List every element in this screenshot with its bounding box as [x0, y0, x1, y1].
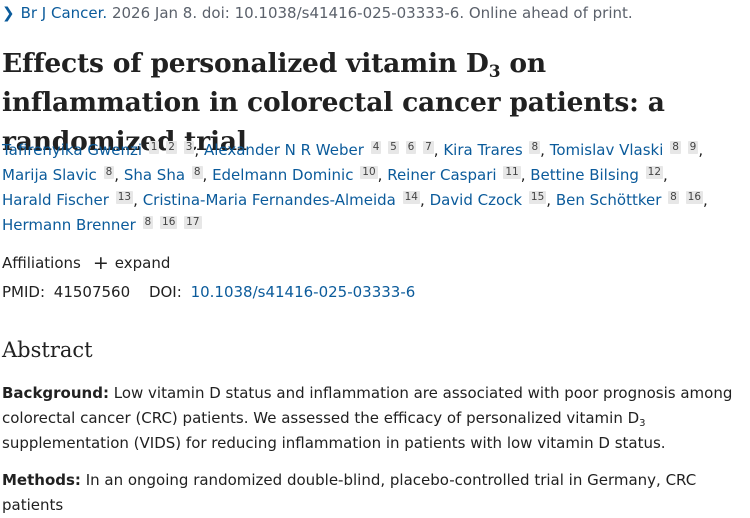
abstract-methods: Methods: In an ongoing randomized double… — [2, 468, 750, 518]
affiliation-ref[interactable]: 14 — [402, 191, 420, 204]
doi-label: DOI: — [148, 283, 182, 301]
author-item: Ben Schöttker 8 16, — [555, 191, 708, 209]
affiliation-ref[interactable]: 3 — [183, 141, 195, 154]
article-title: Effects of personalized vitamin D3 on in… — [2, 44, 742, 161]
author-link[interactable]: Alexander N R Weber — [203, 141, 364, 159]
affiliations-row: Affiliations + expand — [2, 251, 171, 274]
author-link[interactable]: Cristina-Maria Fernandes-Almeida — [142, 191, 396, 209]
title-part-2: on inflammation in colorectal cancer pat… — [2, 48, 665, 157]
author-link[interactable]: Sha Sha — [123, 166, 186, 184]
affiliation-ref[interactable]: 8 — [670, 141, 681, 154]
author-link[interactable]: Kira Trares — [443, 141, 523, 159]
affiliation-ref[interactable]: 13 — [115, 191, 134, 204]
affiliation-ref[interactable]: 8 — [529, 141, 541, 154]
author-item: Marija Slavic 8, — [2, 166, 120, 184]
affiliation-ref[interactable]: 16 — [160, 216, 178, 229]
affiliations-label: Affiliations — [2, 254, 81, 272]
author-link[interactable]: Ben Schöttker — [555, 191, 662, 209]
author-item: Harald Fischer 13, — [2, 191, 138, 209]
title-part-1: Effects of personalized vitamin D — [2, 48, 489, 79]
affiliation-ref[interactable]: 10 — [360, 166, 378, 179]
author-item: Kira Trares 8, — [443, 141, 545, 159]
author-link[interactable]: Marija Slavic — [2, 166, 97, 184]
affiliation-ref[interactable]: 5 — [388, 141, 399, 154]
author-link[interactable]: Bettine Bilsing — [530, 166, 639, 184]
citation-line: ❯ Br J Cancer. 2026 Jan 8. doi: 10.1038/s… — [2, 4, 633, 22]
author-item: Bettine Bilsing 12, — [530, 166, 668, 184]
background-text-2: supplementation (VIDS) for reducing infl… — [2, 434, 666, 452]
background-text-1: Low vitamin D status and inflammation ar… — [2, 384, 733, 427]
plus-icon: + — [92, 251, 109, 274]
abstract-background: Background: Low vitamin D status and inf… — [2, 381, 750, 456]
doi-link[interactable]: 10.1038/s41416-025-03333-6 — [190, 283, 416, 301]
affiliation-ref[interactable]: 9 — [687, 141, 699, 154]
author-item: Alexander N R Weber 4 5 6 7, — [203, 141, 439, 159]
author-link[interactable]: Edelmann Dominic — [212, 166, 354, 184]
chevron-right-icon[interactable]: ❯ — [2, 4, 15, 22]
affiliation-ref[interactable]: 1 — [148, 141, 160, 154]
affiliation-ref[interactable]: 8 — [191, 166, 203, 179]
affiliations-expand-button[interactable]: + expand — [92, 251, 171, 274]
affiliation-ref[interactable]: 2 — [166, 141, 177, 154]
affiliation-ref[interactable]: 17 — [184, 216, 202, 229]
affiliation-ref[interactable]: 15 — [528, 191, 547, 204]
author-link[interactable]: Harald Fischer — [2, 191, 109, 209]
methods-label: Methods: — [2, 471, 81, 489]
abstract-heading: Abstract — [2, 338, 93, 362]
author-list: Tafirenyika Gwenzi 1 2 3, Alexander N R … — [2, 138, 748, 238]
author-item: Sha Sha 8, — [123, 166, 208, 184]
affiliation-ref[interactable]: 12 — [645, 166, 664, 179]
author-item: Tafirenyika Gwenzi 1 2 3, — [2, 141, 200, 159]
affiliation-ref[interactable]: 6 — [405, 141, 417, 154]
methods-text: In an ongoing randomized double-blind, p… — [2, 471, 697, 514]
author-item: Cristina-Maria Fernandes-Almeida 14, — [142, 191, 425, 209]
pmid-label: PMID: — [2, 283, 46, 301]
affiliation-ref[interactable]: 4 — [370, 141, 382, 154]
background-label: Background: — [2, 384, 109, 402]
author-link[interactable]: David Czock — [429, 191, 523, 209]
background-subscript: 3 — [639, 418, 646, 429]
author-item: David Czock 15, — [429, 191, 552, 209]
author-item: Hermann Brenner 8 16 17 — [2, 216, 202, 234]
identifiers-row: PMID: 41507560 DOI: 10.1038/s41416-025-0… — [2, 283, 415, 301]
journal-link[interactable]: Br J Cancer. — [20, 4, 108, 22]
author-link[interactable]: Tomislav Vlaski — [549, 141, 664, 159]
pmid-value: 41507560 — [53, 283, 131, 301]
author-item: Tomislav Vlaski 8 9, — [549, 141, 704, 159]
title-subscript: 3 — [488, 62, 501, 82]
author-link[interactable]: Hermann Brenner — [2, 216, 136, 234]
affiliation-ref[interactable]: 8 — [103, 166, 115, 179]
affiliation-ref[interactable]: 11 — [503, 166, 521, 179]
affiliation-ref[interactable]: 8 — [142, 216, 154, 229]
author-item: Edelmann Dominic 10, — [212, 166, 383, 184]
affiliation-ref[interactable]: 8 — [668, 191, 679, 204]
author-link[interactable]: Tafirenyika Gwenzi — [2, 141, 142, 159]
expand-label: expand — [114, 254, 171, 272]
author-item: Reiner Caspari 11, — [387, 166, 526, 184]
citation-details: 2026 Jan 8. doi: 10.1038/s41416-025-0333… — [107, 4, 633, 22]
affiliation-ref[interactable]: 16 — [685, 191, 704, 204]
affiliation-ref[interactable]: 7 — [423, 141, 434, 154]
author-link[interactable]: Reiner Caspari — [387, 166, 497, 184]
